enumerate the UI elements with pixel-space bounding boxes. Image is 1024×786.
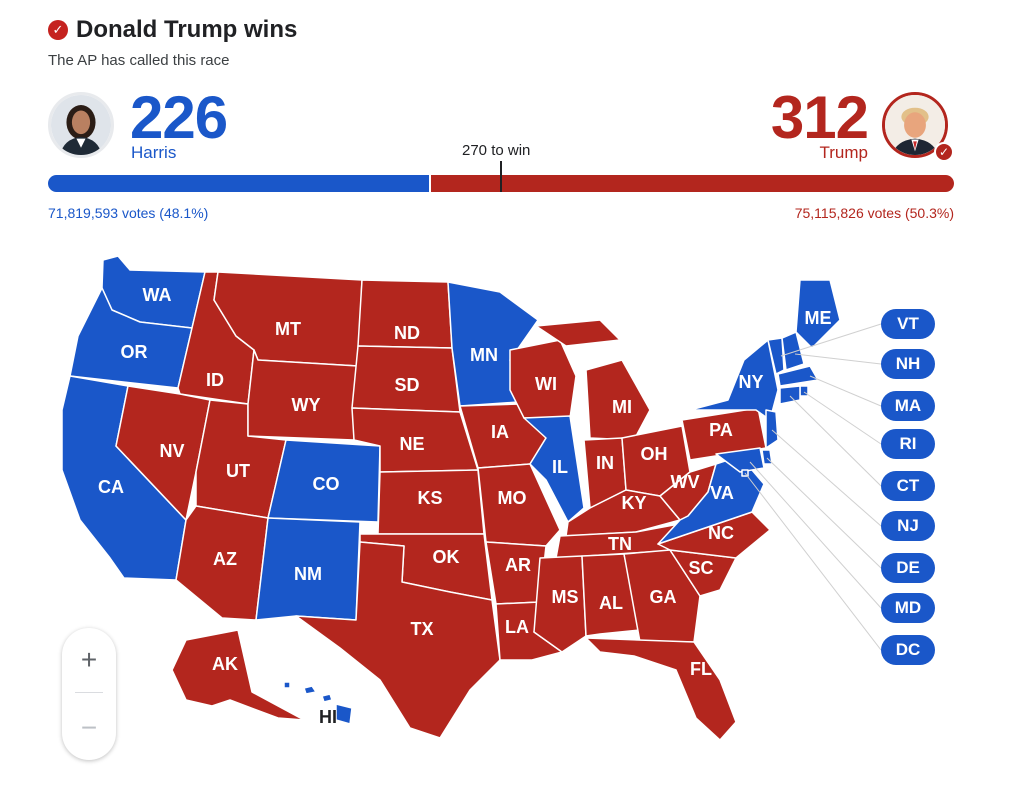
state-MD[interactable] [715, 447, 765, 473]
state-FL[interactable] [585, 637, 737, 741]
state-NH[interactable] [781, 331, 805, 371]
trump-popular-votes: 75,115,826 votes (50.3%) [794, 205, 954, 221]
label-ND: ND [394, 323, 420, 343]
harris-name: Harris [131, 143, 177, 162]
label-TX: TX [410, 619, 433, 639]
label-MO: MO [498, 488, 527, 508]
harris-bar-segment [48, 175, 429, 192]
label-ID: ID [206, 370, 224, 390]
label-OK: OK [433, 547, 460, 567]
label-KY: KY [621, 493, 646, 513]
label-TN: TN [608, 534, 632, 554]
trump-electoral-votes: 312 [770, 84, 869, 151]
label-IN: IN [596, 453, 614, 473]
threshold-label: 270 to win [462, 142, 531, 159]
state-MI[interactable] [535, 319, 651, 441]
pill-DC[interactable]: DC [881, 635, 935, 665]
label-SC: SC [688, 558, 713, 578]
label-AZ: AZ [213, 549, 237, 569]
label-MI: MI [612, 397, 632, 417]
label-WI: WI [535, 374, 557, 394]
label-KS: KS [417, 488, 442, 508]
label-MS: MS [552, 587, 579, 607]
state-VT[interactable] [767, 337, 785, 375]
label-ME: ME [805, 308, 832, 328]
electoral-vote-bar [48, 175, 954, 192]
label-OR: OR [121, 342, 148, 362]
pill-NJ[interactable]: NJ [881, 511, 935, 541]
threshold-marker [500, 161, 502, 192]
trump-name: Trump [819, 143, 869, 162]
trump-bar-segment [431, 175, 954, 192]
label-HI: HI [319, 707, 337, 727]
state-RI[interactable] [799, 385, 809, 397]
label-CA: CA [98, 477, 124, 497]
state-IL[interactable] [523, 415, 585, 523]
label-IA: IA [491, 422, 509, 442]
state-CT[interactable] [779, 385, 801, 405]
label-VA: VA [710, 483, 734, 503]
pill-VT[interactable]: VT [881, 309, 935, 339]
state-HI[interactable] [283, 681, 353, 725]
state-NJ[interactable] [765, 409, 779, 449]
state-GA[interactable] [623, 549, 701, 643]
label-AR: AR [505, 555, 531, 575]
label-LA: LA [505, 617, 529, 637]
state-AL[interactable] [581, 553, 641, 637]
pill-RI[interactable]: RI [881, 429, 935, 459]
label-SD: SD [394, 375, 419, 395]
result-subtitle: The AP has called this race [48, 52, 230, 69]
pill-NH[interactable]: NH [881, 349, 935, 379]
label-OH: OH [641, 444, 668, 464]
harris-electoral-votes: 226 [130, 84, 228, 151]
trump-avatar [882, 92, 948, 158]
pill-CT[interactable]: CT [881, 471, 935, 501]
harris-avatar [48, 92, 114, 158]
state-NY[interactable] [689, 339, 779, 421]
label-NV: NV [159, 441, 184, 461]
us-election-map: WA OR CA ID NV UT AZ MT WY CO NM ND SD N… [61, 255, 882, 741]
label-NE: NE [399, 434, 424, 454]
label-FL: FL [690, 659, 712, 679]
zoom-divider [75, 692, 103, 693]
label-NC: NC [708, 523, 734, 543]
zoom-in-button[interactable]: + [80, 644, 98, 675]
pill-MA[interactable]: MA [881, 391, 935, 421]
label-IL: IL [552, 457, 568, 477]
label-PA: PA [709, 420, 733, 440]
label-WV: WV [671, 472, 700, 492]
label-AL: AL [599, 593, 623, 613]
label-WY: WY [292, 395, 321, 415]
pill-MD[interactable]: MD [881, 593, 935, 623]
zoom-control: + − [62, 628, 116, 760]
winner-check-icon: ✓ [934, 142, 954, 162]
state-ME[interactable] [795, 279, 841, 349]
label-MN: MN [470, 345, 498, 365]
label-UT: UT [226, 461, 250, 481]
label-WA: WA [143, 285, 172, 305]
label-NY: NY [738, 372, 763, 392]
state-AK[interactable] [171, 629, 305, 721]
harris-popular-votes: 71,819,593 votes (48.1%) [48, 205, 209, 221]
zoom-out-button[interactable]: − [80, 712, 98, 743]
pill-DE[interactable]: DE [881, 553, 935, 583]
label-MT: MT [275, 319, 301, 339]
label-GA: GA [650, 587, 677, 607]
label-CO: CO [313, 474, 340, 494]
result-header: ✓ Donald Trump wins [48, 16, 297, 44]
label-AK: AK [212, 654, 238, 674]
result-title: Donald Trump wins [76, 16, 298, 43]
state-MO[interactable] [477, 463, 561, 547]
state-MA[interactable] [777, 365, 819, 387]
label-NM: NM [294, 564, 322, 584]
bar-divider [429, 175, 431, 192]
state-TX[interactable] [295, 541, 501, 739]
state-MS[interactable] [533, 555, 587, 653]
check-circle-icon: ✓ [48, 20, 68, 40]
